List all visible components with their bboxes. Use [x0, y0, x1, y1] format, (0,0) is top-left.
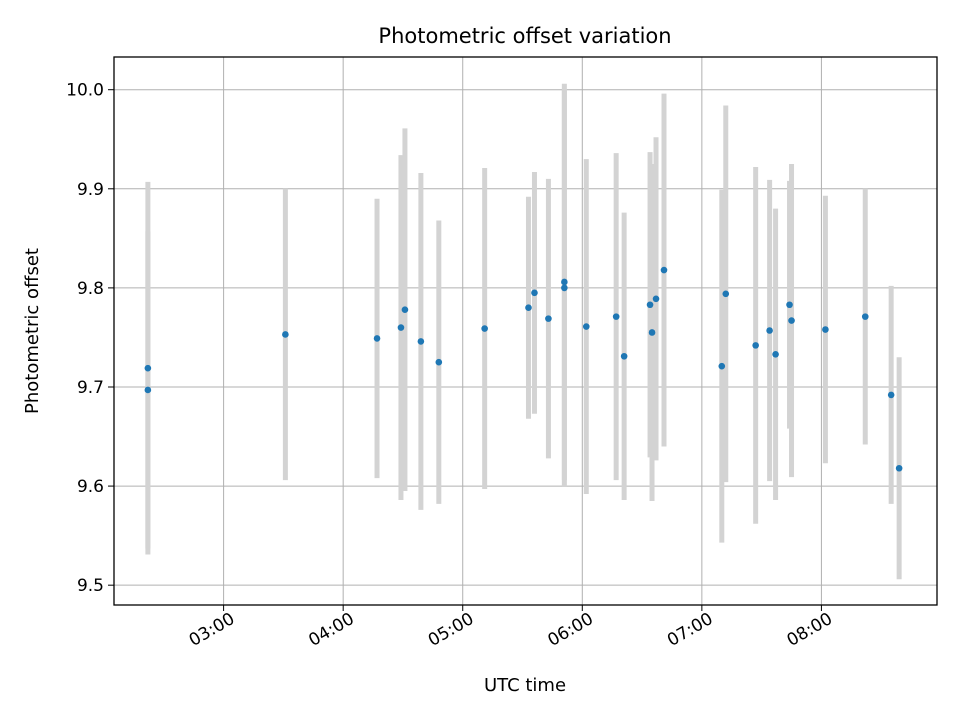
data-point — [861, 313, 869, 320]
data-point — [481, 325, 488, 332]
data-point — [531, 289, 538, 297]
data-point — [582, 323, 590, 330]
data-point — [144, 386, 152, 394]
data-point — [397, 324, 405, 331]
data-point — [772, 350, 779, 358]
y-tick-label: 9.8 — [77, 279, 104, 299]
data-point — [620, 352, 628, 360]
chart-title: Photometric offset variation — [378, 24, 671, 48]
data-point — [401, 306, 409, 313]
y-axis-ticks: 9.5 9.6 9.7 9.8 9.9 10.0 — [66, 81, 114, 596]
data-point — [648, 329, 656, 336]
data-point — [722, 290, 730, 298]
data-point — [435, 358, 443, 366]
plot-frame — [113, 56, 938, 606]
x-axis-title: UTC time — [484, 675, 566, 696]
grid — [114, 57, 937, 605]
y-tick-label: 9.5 — [77, 576, 104, 596]
data-point — [786, 301, 793, 309]
data-point — [766, 327, 773, 334]
data-point — [660, 266, 668, 274]
y-tick-label: 9.7 — [77, 378, 104, 398]
y-tick-label: 9.6 — [77, 477, 104, 497]
data-point — [561, 278, 568, 286]
data-point — [373, 335, 381, 342]
data-point — [561, 284, 568, 292]
data-point — [612, 313, 620, 320]
data-points — [144, 266, 903, 472]
y-tick-label: 10.0 — [66, 81, 104, 101]
data-point — [788, 317, 795, 324]
data-point — [282, 331, 289, 338]
data-point — [895, 464, 903, 472]
data-point — [822, 326, 829, 333]
data-point — [652, 295, 660, 303]
data-point — [887, 391, 895, 399]
y-axis-title: Photometric offset — [22, 248, 43, 414]
data-point — [718, 362, 726, 370]
data-point — [525, 304, 532, 312]
data-point — [545, 315, 552, 322]
data-point — [417, 338, 425, 345]
data-point — [646, 301, 654, 309]
data-point — [144, 364, 152, 372]
data-point — [752, 342, 759, 349]
y-tick-label: 9.9 — [77, 180, 104, 200]
